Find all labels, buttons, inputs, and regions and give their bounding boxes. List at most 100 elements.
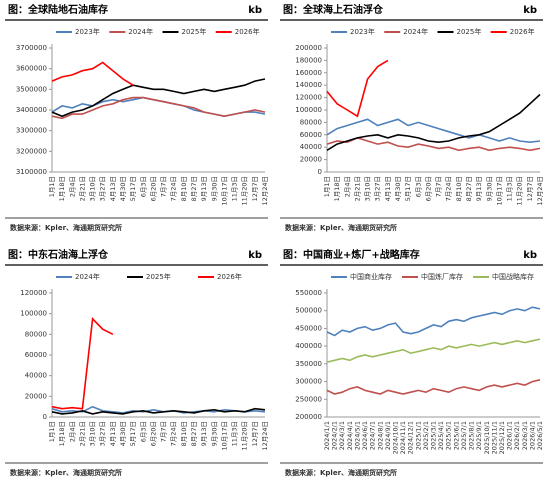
legend-label: 2026年 — [510, 27, 535, 36]
x-tick-label: 3月27日 — [99, 421, 107, 446]
x-tick-label: 2024/4/1 — [346, 421, 354, 450]
x-tick-label: 12月24日 — [261, 421, 269, 451]
series-line — [326, 379, 541, 395]
x-tick-label: 2025/2/1 — [422, 421, 430, 450]
x-tick-label: 2025/10/1 — [483, 421, 491, 454]
x-tick-label: 2026/2/1 — [513, 421, 521, 450]
x-tick-label: 2月4日 — [68, 421, 76, 442]
legend-label: 2025年 — [457, 27, 482, 36]
x-tick-label: 2024/11/1 — [399, 421, 407, 454]
x-tick-label: 5月17日 — [129, 176, 137, 201]
y-tick-label: 80000 — [300, 118, 322, 126]
x-tick-label: 3月10日 — [89, 421, 97, 446]
x-tick-label: 2026/5/1 — [536, 421, 544, 450]
x-tick-label: 2024/10/1 — [391, 421, 399, 454]
chart-title: 图：全球海上石油浮仓 — [283, 3, 384, 16]
x-tick-label: 6月20日 — [149, 421, 157, 446]
y-tick-label: 40000 — [300, 143, 322, 151]
source-note: 数据来源：Kpler、海通期货研究所 — [10, 223, 122, 232]
chart-title: 图：全球陆地石油库存 — [8, 3, 108, 16]
series-line — [326, 59, 389, 118]
x-tick-label: 2024/7/1 — [369, 421, 377, 450]
x-tick-label: 2025/9/1 — [475, 421, 483, 450]
y-tick-label: 500000 — [295, 307, 322, 315]
x-tick-label: 1月1日 — [48, 421, 56, 442]
x-tick-label: 4月13日 — [109, 176, 117, 201]
series-line — [51, 96, 266, 120]
y-tick-label: 3400000 — [16, 106, 47, 114]
legend-label: 2025年 — [146, 272, 171, 281]
x-tick-label: 7月24日 — [170, 421, 178, 446]
y-tick-label: 250000 — [295, 395, 322, 403]
x-tick-label: 5月17日 — [404, 176, 412, 201]
x-tick-label: 9月13日 — [200, 176, 208, 201]
x-tick-label: 12月24日 — [536, 176, 544, 206]
x-tick-label: 9月30日 — [210, 176, 218, 201]
x-tick-label: 2025/6/1 — [452, 421, 460, 450]
x-tick-label: 1月18日 — [333, 176, 341, 201]
y-tick-label: 20000 — [25, 392, 47, 400]
x-tick-label: 10月17日 — [220, 421, 228, 451]
y-tick-label: 0 — [318, 168, 322, 176]
series-line — [51, 407, 266, 415]
y-tick-label: 350000 — [295, 360, 322, 368]
series-line — [51, 317, 114, 410]
x-tick-label: 2025/3/1 — [430, 421, 438, 450]
x-tick-label: 2024/5/1 — [353, 421, 361, 450]
x-tick-label: 9月13日 — [200, 421, 208, 446]
legend-label: 2023年 — [75, 27, 100, 36]
x-tick-label: 11月20日 — [241, 421, 249, 451]
x-tick-label: 2025/8/1 — [468, 421, 476, 450]
unit-label: kb — [523, 5, 537, 16]
x-tick-label: 2024/9/1 — [384, 421, 392, 450]
y-tick-label: 100000 — [20, 310, 47, 318]
x-tick-label: 2月21日 — [78, 176, 86, 201]
series-line — [51, 405, 266, 414]
x-tick-label: 8月10日 — [180, 421, 188, 446]
legend-label: 中国炼厂库存 — [421, 272, 463, 281]
unit-label: kb — [523, 250, 537, 261]
y-tick-label: 3300000 — [16, 127, 47, 135]
x-tick-label: 4月13日 — [109, 421, 117, 446]
legend-label: 2024年 — [403, 27, 428, 36]
x-tick-label: 9月30日 — [210, 421, 218, 446]
series-line — [326, 118, 541, 144]
x-tick-label: 2025/5/1 — [445, 421, 453, 450]
y-tick-label: 200000 — [295, 413, 322, 421]
source-note: 数据来源：Kpler、海通期货研究所 — [10, 468, 122, 477]
legend-label: 中国商业库存 — [350, 272, 392, 281]
y-tick-label: 3200000 — [16, 147, 47, 155]
x-tick-label: 11月3日 — [231, 176, 239, 201]
y-tick-label: 0 — [43, 413, 47, 421]
legend-label: 2023年 — [350, 27, 375, 36]
x-tick-label: 2月21日 — [353, 176, 361, 201]
y-tick-label: 140000 — [295, 81, 322, 89]
x-tick-label: 1月1日 — [48, 176, 56, 197]
x-tick-label: 6月3日 — [139, 421, 147, 442]
x-tick-label: 2024/8/1 — [376, 421, 384, 450]
x-tick-label: 2026/4/1 — [528, 421, 536, 450]
legend-label: 2026年 — [217, 272, 242, 281]
y-tick-label: 40000 — [25, 372, 47, 380]
x-tick-label: 1月1日 — [323, 176, 331, 197]
y-tick-label: 60000 — [300, 131, 322, 139]
y-tick-label: 3700000 — [16, 44, 47, 52]
x-tick-label: 4月13日 — [384, 176, 392, 201]
x-tick-label: 3月10日 — [89, 176, 97, 201]
x-tick-label: 2024/2/1 — [331, 421, 339, 450]
x-tick-label: 2024/3/1 — [338, 421, 346, 450]
x-tick-label: 9月13日 — [475, 176, 483, 201]
y-tick-label: 300000 — [295, 378, 322, 386]
x-tick-label: 2025/4/1 — [437, 421, 445, 450]
x-tick-label: 2月21日 — [78, 421, 86, 446]
x-tick-label: 11月20日 — [241, 176, 249, 206]
legend-label: 2024年 — [128, 27, 153, 36]
x-tick-label: 6月20日 — [424, 176, 432, 201]
x-tick-label: 2025/12/1 — [498, 421, 506, 454]
x-tick-label: 8月27日 — [465, 176, 473, 201]
x-tick-label: 8月10日 — [455, 176, 463, 201]
x-tick-label: 2025/1/1 — [414, 421, 422, 450]
x-tick-label: 4月30日 — [119, 421, 127, 446]
x-tick-label: 8月10日 — [180, 176, 188, 201]
